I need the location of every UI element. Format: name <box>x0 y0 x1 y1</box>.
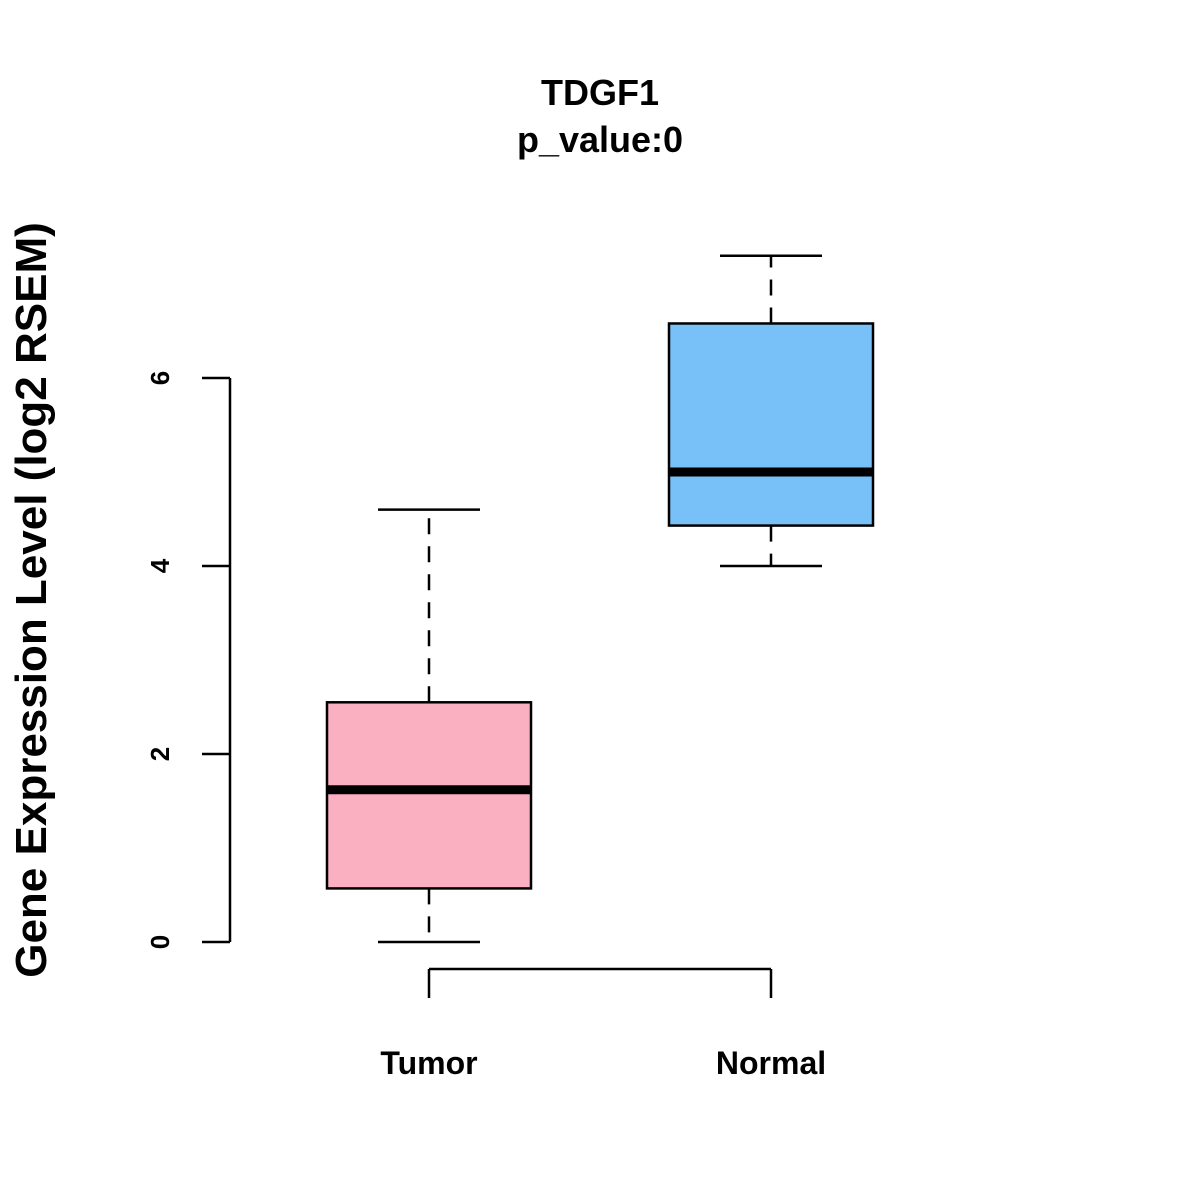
iqr-box <box>325 701 533 890</box>
y-axis: 0 2 4 6 <box>145 371 232 949</box>
x-tick-label-tumor: Tumor <box>380 1045 477 1081</box>
chart-subtitle: p_value:0 <box>517 119 683 160</box>
box-group-normal <box>667 254 875 568</box>
y-tick-label: 6 <box>145 371 175 385</box>
boxes <box>325 254 875 944</box>
y-axis-label: Gene Expression Level (log2 RSEM) <box>7 222 56 978</box>
y-tick-label: 2 <box>145 747 175 761</box>
x-axis: Tumor Normal <box>380 967 826 1081</box>
y-tick-label: 0 <box>145 935 175 949</box>
chart-title: TDGF1 <box>541 72 659 113</box>
y-tick-label: 4 <box>145 558 175 573</box>
iqr-box <box>667 322 875 527</box>
x-tick-label-normal: Normal <box>716 1045 826 1081</box>
box-group-tumor <box>325 508 533 944</box>
